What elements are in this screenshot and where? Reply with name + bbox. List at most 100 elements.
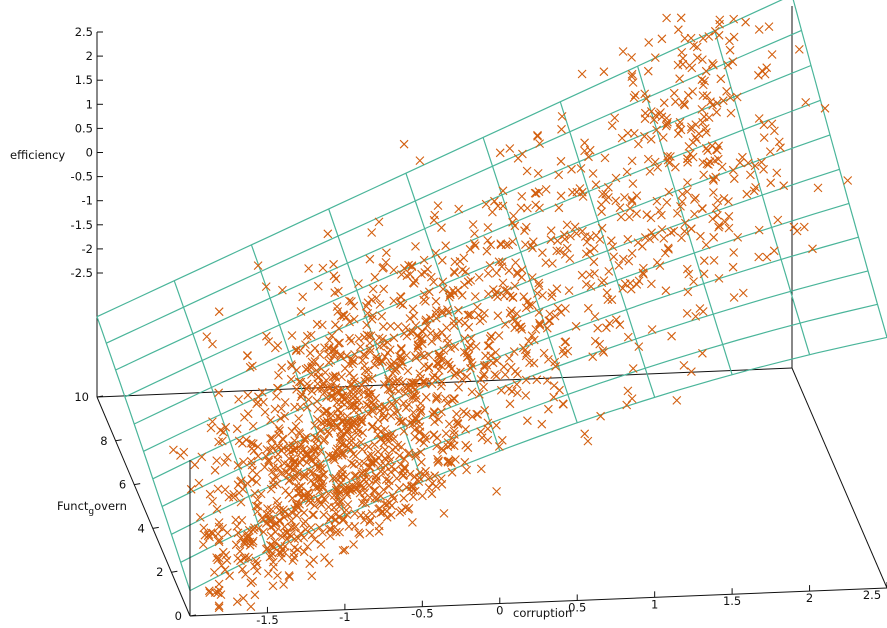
data-point-marker bbox=[343, 500, 353, 509]
data-point-marker bbox=[405, 270, 415, 279]
data-point-marker bbox=[220, 485, 230, 494]
data-point-marker bbox=[698, 55, 707, 64]
data-point-marker bbox=[454, 305, 463, 315]
data-point-marker bbox=[561, 304, 570, 313]
data-point-marker bbox=[474, 389, 484, 399]
data-point-marker bbox=[764, 22, 774, 31]
data-point-marker bbox=[443, 457, 453, 467]
data-point-marker bbox=[521, 375, 531, 385]
data-point-marker bbox=[434, 456, 443, 466]
data-point-marker bbox=[639, 269, 648, 279]
data-point-marker bbox=[424, 483, 434, 492]
data-point-marker bbox=[770, 126, 779, 136]
data-point-marker bbox=[438, 277, 448, 287]
data-point-marker bbox=[225, 571, 234, 581]
data-point-marker bbox=[552, 246, 562, 256]
data-point-marker bbox=[326, 512, 336, 522]
data-point-marker bbox=[348, 485, 357, 495]
data-point-marker bbox=[767, 119, 777, 129]
data-point-marker bbox=[326, 391, 336, 401]
data-point-marker bbox=[333, 307, 343, 316]
data-point-marker bbox=[760, 69, 770, 79]
data-point-marker bbox=[395, 507, 405, 517]
data-point-marker bbox=[535, 203, 544, 213]
data-point-marker bbox=[294, 488, 304, 498]
data-point-marker bbox=[719, 194, 729, 203]
data-point-marker bbox=[404, 260, 413, 270]
data-point-marker bbox=[427, 379, 437, 389]
data-point-marker bbox=[408, 278, 418, 287]
data-point-marker bbox=[671, 162, 680, 172]
data-point-marker bbox=[596, 411, 605, 421]
data-point-marker bbox=[251, 556, 261, 566]
data-point-marker bbox=[666, 228, 676, 237]
data-point-marker bbox=[679, 361, 689, 370]
data-point-marker bbox=[585, 270, 595, 279]
data-point-marker bbox=[480, 360, 489, 370]
data-point-marker bbox=[380, 467, 389, 477]
data-point-marker bbox=[310, 535, 319, 544]
data-point-marker bbox=[253, 397, 263, 407]
data-point-marker bbox=[539, 348, 549, 358]
frame-base-left-edge bbox=[96, 396, 191, 617]
data-point-marker bbox=[792, 226, 802, 236]
data-point-marker bbox=[658, 133, 668, 142]
data-point-marker bbox=[627, 72, 637, 81]
data-point-marker bbox=[603, 295, 613, 304]
data-point-marker bbox=[629, 93, 639, 102]
data-point-marker bbox=[657, 210, 666, 220]
data-point-marker bbox=[251, 501, 261, 511]
data-point-marker bbox=[414, 428, 424, 437]
data-point-marker bbox=[590, 312, 600, 321]
data-point-marker bbox=[298, 292, 308, 302]
data-point-marker bbox=[441, 429, 451, 438]
data-point-marker bbox=[628, 179, 638, 188]
data-point-marker bbox=[718, 96, 728, 106]
data-point-marker bbox=[554, 203, 564, 213]
data-point-marker bbox=[169, 445, 178, 455]
data-point-marker bbox=[299, 472, 309, 481]
data-point-marker bbox=[299, 508, 309, 518]
data-point-marker bbox=[535, 321, 545, 330]
data-point-marker bbox=[374, 217, 384, 227]
data-point-marker bbox=[375, 504, 385, 513]
data-point-marker bbox=[286, 532, 296, 541]
data-point-marker bbox=[248, 361, 257, 371]
data-point-marker bbox=[400, 464, 410, 474]
z-tick-label: -2.5 bbox=[71, 266, 93, 280]
data-point-marker bbox=[318, 528, 327, 537]
data-point-marker bbox=[391, 377, 400, 387]
data-point-marker bbox=[288, 493, 297, 503]
data-point-marker bbox=[545, 316, 555, 326]
data-point-marker bbox=[682, 309, 692, 318]
data-point-marker bbox=[301, 525, 311, 534]
data-point-marker bbox=[442, 334, 452, 343]
data-point-marker bbox=[595, 235, 605, 244]
data-point-marker bbox=[436, 474, 446, 483]
data-point-marker bbox=[535, 139, 544, 148]
data-point-marker bbox=[390, 384, 400, 393]
data-point-marker bbox=[302, 331, 312, 341]
data-point-marker bbox=[262, 331, 271, 341]
data-point-marker bbox=[344, 424, 353, 434]
data-point-marker bbox=[355, 529, 365, 539]
data-point-marker bbox=[550, 311, 560, 321]
data-point-marker bbox=[419, 255, 429, 265]
data-point-marker bbox=[627, 69, 637, 79]
data-point-marker bbox=[285, 475, 295, 485]
data-point-marker bbox=[512, 309, 522, 318]
data-point-marker bbox=[325, 336, 334, 345]
data-point-marker bbox=[396, 343, 406, 353]
data-point-marker bbox=[532, 375, 542, 385]
data-point-marker bbox=[320, 434, 330, 444]
data-point-marker bbox=[273, 463, 283, 473]
data-point-marker bbox=[205, 489, 215, 499]
data-point-marker bbox=[647, 325, 657, 334]
data-point-marker bbox=[516, 203, 526, 213]
data-point-marker bbox=[439, 509, 449, 518]
data-point-marker bbox=[396, 292, 405, 301]
data-point-marker bbox=[521, 391, 531, 400]
data-point-marker bbox=[683, 90, 693, 100]
data-point-marker bbox=[646, 134, 656, 144]
data-point-marker bbox=[383, 384, 393, 394]
